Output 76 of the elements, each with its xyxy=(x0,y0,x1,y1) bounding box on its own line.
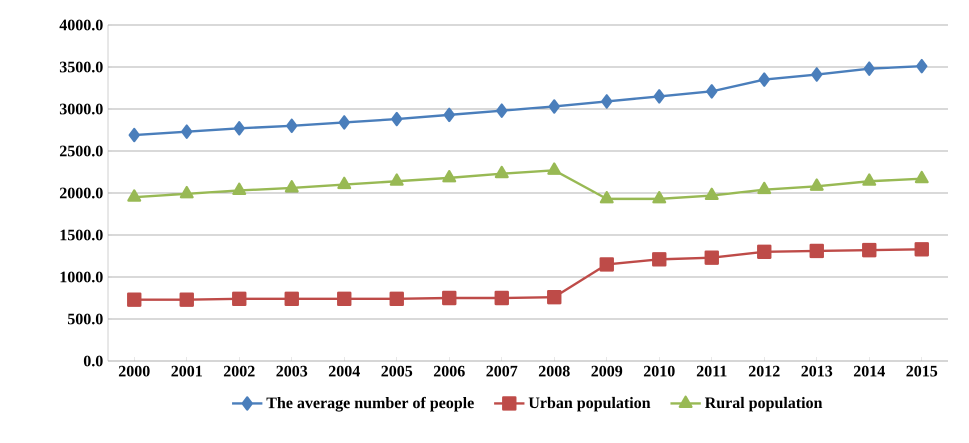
point xyxy=(654,89,665,104)
point xyxy=(442,170,456,182)
point xyxy=(547,162,562,175)
x-tick-label: 2015 xyxy=(906,366,938,376)
legend-label: Rural population xyxy=(704,396,822,412)
point xyxy=(337,292,352,306)
legend-label: Urban population xyxy=(528,396,650,412)
x-tick-label: 2010 xyxy=(644,366,675,376)
point xyxy=(758,72,770,87)
point xyxy=(600,191,614,204)
point xyxy=(914,170,929,184)
point xyxy=(652,252,666,267)
point xyxy=(914,242,929,256)
point xyxy=(548,99,560,114)
point xyxy=(704,250,719,265)
x-tick-label: 2012 xyxy=(748,366,780,376)
point xyxy=(127,189,142,202)
y-tick-label: 500.0 xyxy=(68,314,103,324)
x-tick-label: 2004 xyxy=(328,366,360,376)
point xyxy=(494,290,509,306)
y-tick-label: 4000.0 xyxy=(60,20,103,30)
point xyxy=(232,182,246,196)
x-tick-label: 2009 xyxy=(591,366,622,376)
point xyxy=(232,292,246,306)
point xyxy=(810,244,824,258)
y-tick-label: 2000.0 xyxy=(60,188,103,198)
x-tick-label: 2005 xyxy=(381,366,412,376)
y-tick-label: 3000.0 xyxy=(60,104,103,114)
point xyxy=(864,61,875,76)
point xyxy=(706,84,718,99)
point xyxy=(390,292,404,306)
point xyxy=(757,182,772,194)
point xyxy=(442,290,456,306)
x-tick-label: 2011 xyxy=(696,366,726,376)
y-tick-label: 0.0 xyxy=(84,356,103,366)
point xyxy=(337,176,352,190)
y-tick-label: 1000.0 xyxy=(60,272,103,282)
point xyxy=(601,94,612,109)
x-tick-label: 2014 xyxy=(854,366,885,376)
x-tick-label: 2001 xyxy=(171,366,202,376)
x-tick-label: 2007 xyxy=(486,366,518,376)
point xyxy=(286,118,298,134)
x-tick-label: 2006 xyxy=(434,366,465,376)
point xyxy=(757,244,772,259)
y-tick-label: 2500.0 xyxy=(60,146,103,156)
point xyxy=(496,103,508,118)
legend-label: The average number of people xyxy=(266,396,474,412)
x-tick-label: 2008 xyxy=(538,366,570,376)
x-tick-label: 2000 xyxy=(118,366,150,376)
point xyxy=(547,290,562,304)
point xyxy=(494,166,509,178)
point xyxy=(180,186,194,198)
point xyxy=(704,188,719,200)
point xyxy=(862,173,876,186)
x-tick-label: 2013 xyxy=(801,366,832,376)
point xyxy=(390,173,404,186)
point xyxy=(180,292,194,307)
x-tick-label: 2002 xyxy=(224,366,255,376)
point xyxy=(391,112,402,126)
y-tick-label: 3500.0 xyxy=(60,62,103,72)
point xyxy=(128,128,140,142)
point xyxy=(652,191,666,204)
point xyxy=(234,121,245,136)
point xyxy=(338,115,350,130)
point xyxy=(916,58,928,74)
x-tick-label: 2003 xyxy=(276,366,308,376)
point xyxy=(862,242,876,258)
point xyxy=(181,124,192,139)
point xyxy=(127,292,142,307)
point xyxy=(810,178,824,191)
point xyxy=(284,180,299,192)
point xyxy=(444,108,455,122)
point xyxy=(811,67,822,82)
point xyxy=(284,292,299,306)
y-tick-label: 1500.0 xyxy=(60,230,103,240)
point xyxy=(600,257,614,272)
